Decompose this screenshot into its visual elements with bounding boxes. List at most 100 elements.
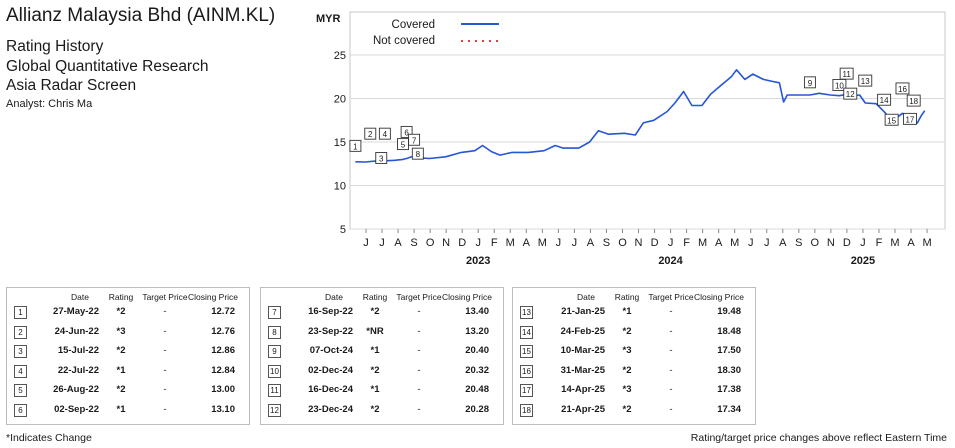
legend-label-covered: Covered: [392, 19, 435, 31]
table-row: 13 21-Jan-25 *1 - 19.48: [513, 305, 755, 319]
x-month-label: N: [827, 237, 835, 249]
row-date: 10-Mar-25: [560, 345, 605, 356]
row-rating: *1: [116, 364, 126, 376]
rating-marker-box: [858, 74, 873, 87]
row-date: 02-Dec-24: [308, 364, 353, 376]
row-target-price: -: [163, 364, 167, 376]
row-rating: *2: [622, 364, 632, 376]
row-target-price: -: [669, 325, 673, 337]
col-header-closing-price: Closing Price: [187, 292, 239, 302]
x-month-label: N: [442, 237, 450, 249]
row-number-box: 14: [520, 325, 533, 339]
row-target-price: -: [417, 384, 421, 395]
subtitle-screen-name: Asia Radar Screen: [6, 77, 137, 94]
row-date: 16-Sep-22: [308, 306, 353, 317]
row-closing-price: 17.38: [717, 384, 741, 395]
legend-label-not-covered: Not covered: [373, 35, 435, 47]
row-number-box: 15: [520, 345, 533, 358]
row-closing-price: 20.48: [465, 384, 489, 395]
row-target-price: -: [163, 325, 167, 337]
rating-marker-label: 15: [887, 116, 896, 125]
row-closing-price: 18.30: [717, 364, 741, 376]
col-header-date: Date: [325, 292, 343, 302]
col-header-closing-price: Closing Price: [693, 292, 745, 302]
row-rating: *1: [622, 306, 632, 317]
col-header-rating: Rating: [108, 292, 134, 302]
rating-marker-label: 8: [416, 150, 421, 159]
col-header-closing-price: Closing Price: [441, 292, 493, 302]
row-rating: *2: [370, 403, 380, 415]
table-row: 6 02-Sep-22 *1 - 13.10: [7, 403, 249, 417]
x-year-label: 2023: [466, 255, 490, 267]
row-rating: *2: [116, 384, 126, 395]
rating-marker-label: 16: [898, 85, 907, 94]
x-month-label: A: [907, 237, 915, 249]
table-row: 10 02-Dec-24 *2 - 20.32: [261, 364, 503, 378]
row-rating: *3: [622, 345, 632, 356]
col-header-rating: Rating: [362, 292, 388, 302]
table-row: 9 07-Oct-24 *1 - 20.40: [261, 344, 503, 358]
rating-marker-label: 18: [909, 97, 918, 106]
analyst-name: Analyst: Chris Ma: [6, 97, 93, 110]
row-number-box: 10: [268, 364, 281, 378]
row-date: 02-Sep-22: [54, 403, 99, 415]
x-month-label: J: [860, 237, 866, 249]
y-tick-label: 10: [334, 181, 346, 193]
row-target-price: -: [669, 384, 673, 395]
row-target-price: -: [417, 306, 421, 317]
rating-marker-box: [378, 127, 391, 140]
rating-marker-box: [839, 67, 854, 80]
row-target-price: -: [669, 345, 673, 356]
x-month-label: D: [843, 237, 851, 249]
rating-marker-label: 4: [383, 130, 388, 139]
row-rating: *2: [622, 403, 632, 415]
x-month-label: F: [683, 237, 690, 249]
x-month-label: S: [795, 237, 802, 249]
x-month-label: O: [811, 237, 820, 249]
table-row: 16 31-Mar-25 *2 - 18.30: [513, 364, 755, 378]
x-month-label: M: [538, 237, 547, 249]
rating-marker-box: [408, 133, 421, 146]
table-row: 11 16-Dec-24 *1 - 20.48: [261, 383, 503, 397]
y-tick-label: 25: [334, 50, 346, 62]
row-closing-price: 13.00: [211, 384, 235, 395]
x-month-label: O: [618, 237, 627, 249]
row-number-box: 8: [268, 325, 281, 339]
row-closing-price: 20.28: [465, 403, 489, 415]
rating-marker-label: 17: [905, 115, 914, 124]
row-rating: *1: [370, 384, 380, 395]
row-rating: *3: [116, 325, 126, 337]
rating-marker-label: 6: [404, 128, 409, 137]
table-row: 5 26-Aug-22 *2 - 13.00: [7, 383, 249, 397]
rating-marker-label: 7: [412, 136, 417, 145]
x-month-label: A: [587, 237, 595, 249]
table-row: 18 21-Apr-25 *2 - 17.34: [513, 403, 755, 417]
x-month-label: J: [764, 237, 770, 249]
row-number-box: 6: [14, 403, 27, 417]
rating-marker-label: 5: [401, 141, 406, 150]
x-month-label: A: [394, 237, 402, 249]
rating-marker-box: [400, 125, 413, 138]
table-row: 17 14-Apr-25 *3 - 17.38: [513, 383, 755, 397]
row-closing-price: 13.40: [465, 306, 489, 317]
row-closing-price: 12.76: [211, 325, 235, 337]
table-row: 4 22-Jul-22 *1 - 12.84: [7, 364, 249, 378]
table-row: 12 23-Dec-24 *2 - 20.28: [261, 403, 503, 417]
row-target-price: -: [417, 345, 421, 356]
x-month-label: J: [668, 237, 674, 249]
row-rating: *2: [370, 364, 380, 376]
x-month-label: D: [651, 237, 659, 249]
x-month-label: M: [730, 237, 739, 249]
row-date: 27-May-22: [53, 306, 99, 317]
row-rating: *1: [370, 345, 380, 356]
col-header-target-price: Target Price: [648, 292, 694, 302]
row-closing-price: 17.50: [717, 345, 741, 356]
x-month-label: N: [635, 237, 643, 249]
row-date: 21-Jan-25: [561, 306, 605, 317]
rating-marker-label: 12: [846, 90, 855, 99]
row-closing-price: 13.10: [211, 403, 235, 415]
row-date: 15-Jul-22: [57, 345, 99, 356]
x-month-label: J: [379, 237, 385, 249]
row-target-price: -: [417, 403, 421, 415]
